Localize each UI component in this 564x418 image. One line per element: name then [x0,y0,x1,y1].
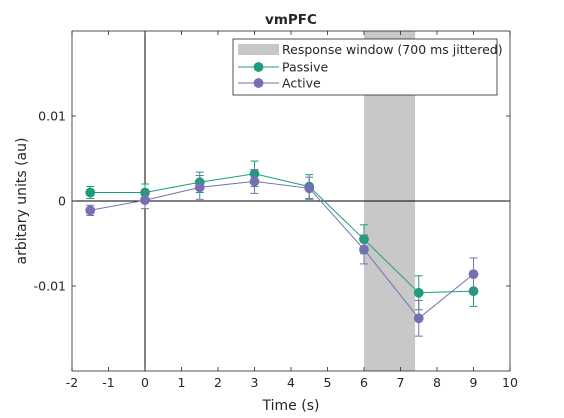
x-tick-label: 1 [178,375,186,390]
x-tick-label: -2 [66,375,78,390]
x-tick-label: 10 [502,375,518,390]
y-tick-label: 0.01 [38,109,66,124]
x-tick-label: 6 [360,375,368,390]
data-point-active [85,205,96,216]
legend-label-passive: Passive [282,60,329,75]
x-tick-label: 2 [214,375,222,390]
data-point-active [468,269,479,279]
x-tick-label: -1 [102,375,114,390]
legend-marker-active [253,78,264,88]
legend: Response window (700 ms jittered) Passiv… [232,38,503,96]
y-tick-label: -0.01 [34,279,66,294]
data-point-active [194,182,205,193]
legend-label-active: Active [282,76,321,91]
ticks-layer: -2 -1 0 1 2 3 4 5 6 7 8 9 10 -0.01 0 0.01 [34,31,518,390]
legend-swatch-response-window [238,44,279,55]
data-point-passive [413,287,424,298]
x-tick-label: 9 [470,375,478,390]
data-point-passive [85,187,96,198]
y-tick-label: 0 [58,194,66,209]
x-tick-label: 8 [433,375,441,390]
data-point-active [249,176,260,187]
legend-label-response-window: Response window (700 ms jittered) [282,42,503,57]
chart-title: vmPFC [265,12,317,28]
series-line-active [90,180,474,320]
x-tick-label: 0 [141,375,149,390]
x-axis-label: Time (s) [262,398,320,414]
data-point-active [304,183,315,194]
x-tick-label: 3 [251,375,259,390]
legend-marker-passive [253,62,264,72]
data-point-active [413,313,424,324]
series-line-passive [90,173,474,294]
y-axis-label: arbitary units (au) [14,138,30,265]
data-point-active [140,195,150,206]
data-point-active [359,244,369,255]
series-layer [85,160,479,337]
x-tick-label: 4 [287,375,295,390]
x-tick-label: 5 [324,375,332,390]
x-tick-label: 7 [397,375,405,390]
